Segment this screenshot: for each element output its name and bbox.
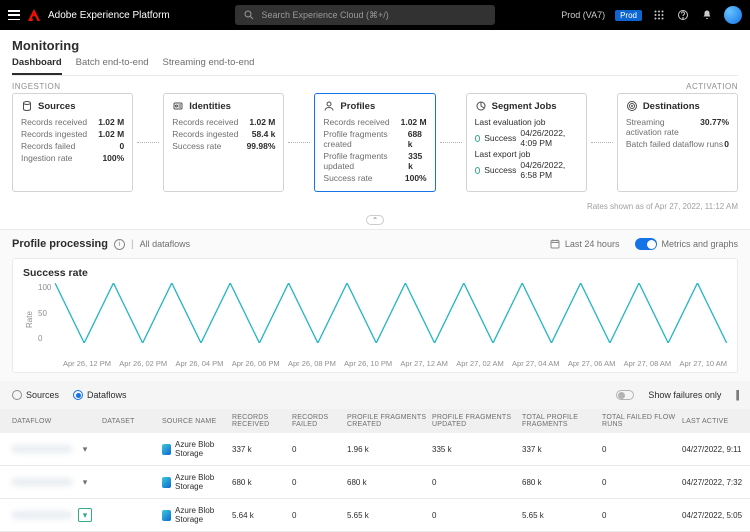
tab-batch[interactable]: Batch end-to-end	[76, 57, 149, 75]
breadcrumb[interactable]: All dataflows	[140, 239, 191, 249]
card-destinations[interactable]: DestinationsStreaming activation rate30.…	[617, 93, 738, 192]
table-row[interactable]: ▾ Azure Blob Storage 680 k0680 k0680 k00…	[0, 466, 750, 499]
search-placeholder: Search Experience Cloud (⌘+/)	[261, 10, 388, 21]
tab-streaming[interactable]: Streaming end-to-end	[163, 57, 255, 75]
time-range-picker[interactable]: Last 24 hours	[549, 238, 620, 250]
hamburger-menu[interactable]	[8, 10, 20, 20]
failures-label: Show failures only	[648, 390, 721, 400]
page-header: Monitoring Dashboard Batch end-to-end St…	[0, 30, 750, 76]
azure-icon	[162, 444, 171, 455]
chart-xaxis: Apr 26, 12 PMApr 26, 02 PMApr 26, 04 PMA…	[23, 359, 727, 368]
pipeline: INGESTION ACTIVATION SourcesRecords rece…	[0, 76, 750, 198]
env-badge[interactable]: Prod	[615, 10, 642, 21]
table-controls: Sources Dataflows Show failures only |||	[0, 381, 750, 409]
chart-yaxis: 100 50 0	[34, 283, 55, 343]
columns-icon[interactable]: |||	[735, 389, 738, 401]
card-profiles[interactable]: ProfilesRecords received1.02 MProfile fr…	[314, 93, 435, 192]
table-row[interactable]: ▾ Azure Blob Storage 337 k01.96 k335 k33…	[0, 433, 750, 466]
tab-dashboard[interactable]: Dashboard	[12, 57, 62, 75]
processing-section: Profile processing i | All dataflows Las…	[0, 230, 750, 381]
ingestion-label: INGESTION	[12, 82, 61, 91]
chart-ylabel: Rate	[23, 283, 34, 357]
tabs: Dashboard Batch end-to-end Streaming end…	[12, 57, 738, 76]
failures-toggle[interactable]	[616, 390, 634, 400]
search-input[interactable]: Search Experience Cloud (⌘+/)	[235, 5, 495, 25]
topbar: Adobe Experience Platform Search Experie…	[0, 0, 750, 30]
activation-label: ACTIVATION	[686, 82, 738, 91]
adobe-logo-icon	[28, 9, 40, 21]
funnel-icon[interactable]: ▾	[78, 442, 92, 456]
page-title: Monitoring	[12, 38, 738, 53]
calendar-icon	[549, 238, 561, 250]
notifications-icon[interactable]	[700, 8, 714, 22]
product-name: Adobe Experience Platform	[48, 10, 170, 21]
funnel-icon[interactable]: ▾	[78, 475, 92, 489]
time-range-label: Last 24 hours	[565, 239, 620, 249]
card-segment-jobs[interactable]: Segment JobsLast evaluation jobSuccess04…	[466, 93, 587, 192]
info-icon[interactable]: i	[114, 239, 125, 250]
env-label: Prod (VA7)	[561, 10, 605, 20]
azure-icon	[162, 510, 171, 521]
metrics-toggle[interactable]	[635, 238, 657, 250]
azure-icon	[162, 477, 171, 488]
collapse-handle: ⌃	[0, 213, 750, 230]
help-icon[interactable]	[676, 8, 690, 22]
apps-icon[interactable]	[652, 8, 666, 22]
chevron-up-icon[interactable]: ⌃	[366, 215, 384, 225]
card-identities[interactable]: IdentitiesRecords received1.02 MRecords …	[163, 93, 284, 192]
section-title: Profile processing	[12, 238, 108, 250]
radio-sources[interactable]: Sources	[12, 390, 59, 400]
chart-card: Success rate Rate 100 50 0 Apr 26, 12 PM…	[12, 258, 738, 373]
chart-title: Success rate	[23, 267, 727, 279]
radio-dataflows[interactable]: Dataflows	[73, 390, 127, 400]
avatar[interactable]	[724, 6, 742, 24]
search-icon	[243, 9, 255, 21]
card-sources[interactable]: SourcesRecords received1.02 MRecords ing…	[12, 93, 133, 192]
funnel-icon[interactable]: ▾	[78, 508, 92, 522]
chart-plot	[55, 283, 727, 343]
table-row[interactable]: ▾ Azure Blob Storage 5.64 k05.65 k05.65 …	[0, 499, 750, 532]
metrics-toggle-label: Metrics and graphs	[661, 239, 738, 249]
dataflows-table: DATAFLOWDATASETSOURCE NAMERECORDS RECEIV…	[0, 409, 750, 532]
table-header: DATAFLOWDATASETSOURCE NAMERECORDS RECEIV…	[0, 409, 750, 433]
rates-note: Rates shown as of Apr 27, 2022, 11:12 AM	[0, 198, 750, 213]
